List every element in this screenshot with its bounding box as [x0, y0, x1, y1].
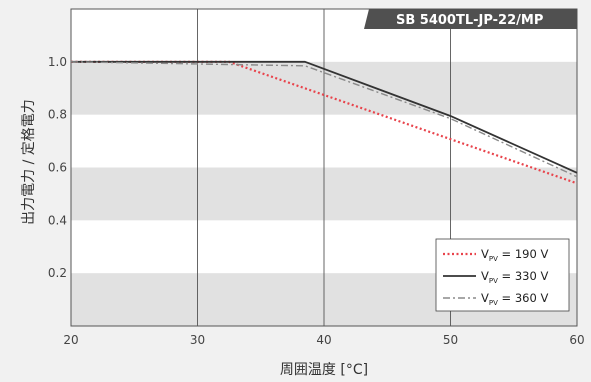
series-line-3: [70, 61, 578, 178]
series-line-2: [71, 60, 578, 174]
chart-title: SB 5400TL-JP-22/MP: [396, 13, 543, 28]
legend-label: VPV = 360 V: [481, 291, 548, 307]
title-banner: [364, 9, 577, 29]
y-tick-label: 1.0: [48, 55, 67, 69]
series-lines: [70, 60, 578, 185]
plot-border: [70, 8, 578, 327]
x-tick-label: 30: [190, 333, 205, 347]
legend: VPV = 190 V VPV = 330 V VPV = 360 V: [435, 238, 570, 312]
y-tick-labels: 1.0 0.8 0.6 0.4 0.2: [48, 55, 67, 280]
y-tick-label: 0.6: [48, 161, 67, 175]
y-tick-label: 0.4: [48, 213, 67, 227]
x-tick-label: 60: [569, 333, 584, 347]
legend-label: VPV = 330 V: [481, 269, 548, 285]
legend-label: VPV = 190 V: [481, 247, 548, 263]
y-tick-label: 0.8: [48, 108, 67, 122]
x-axis-title: 周囲温度 [°C]: [280, 362, 368, 378]
y-tick-label: 0.2: [48, 266, 67, 280]
y-axis-title: 出力電力 / 定格電力: [21, 99, 37, 225]
x-tick-label: 50: [443, 333, 458, 347]
x-tick-labels: 20 30 40 50 60: [63, 333, 584, 347]
x-tick-label: 40: [316, 333, 331, 347]
legend-box: [435, 238, 570, 312]
x-tick-label: 20: [63, 333, 78, 347]
